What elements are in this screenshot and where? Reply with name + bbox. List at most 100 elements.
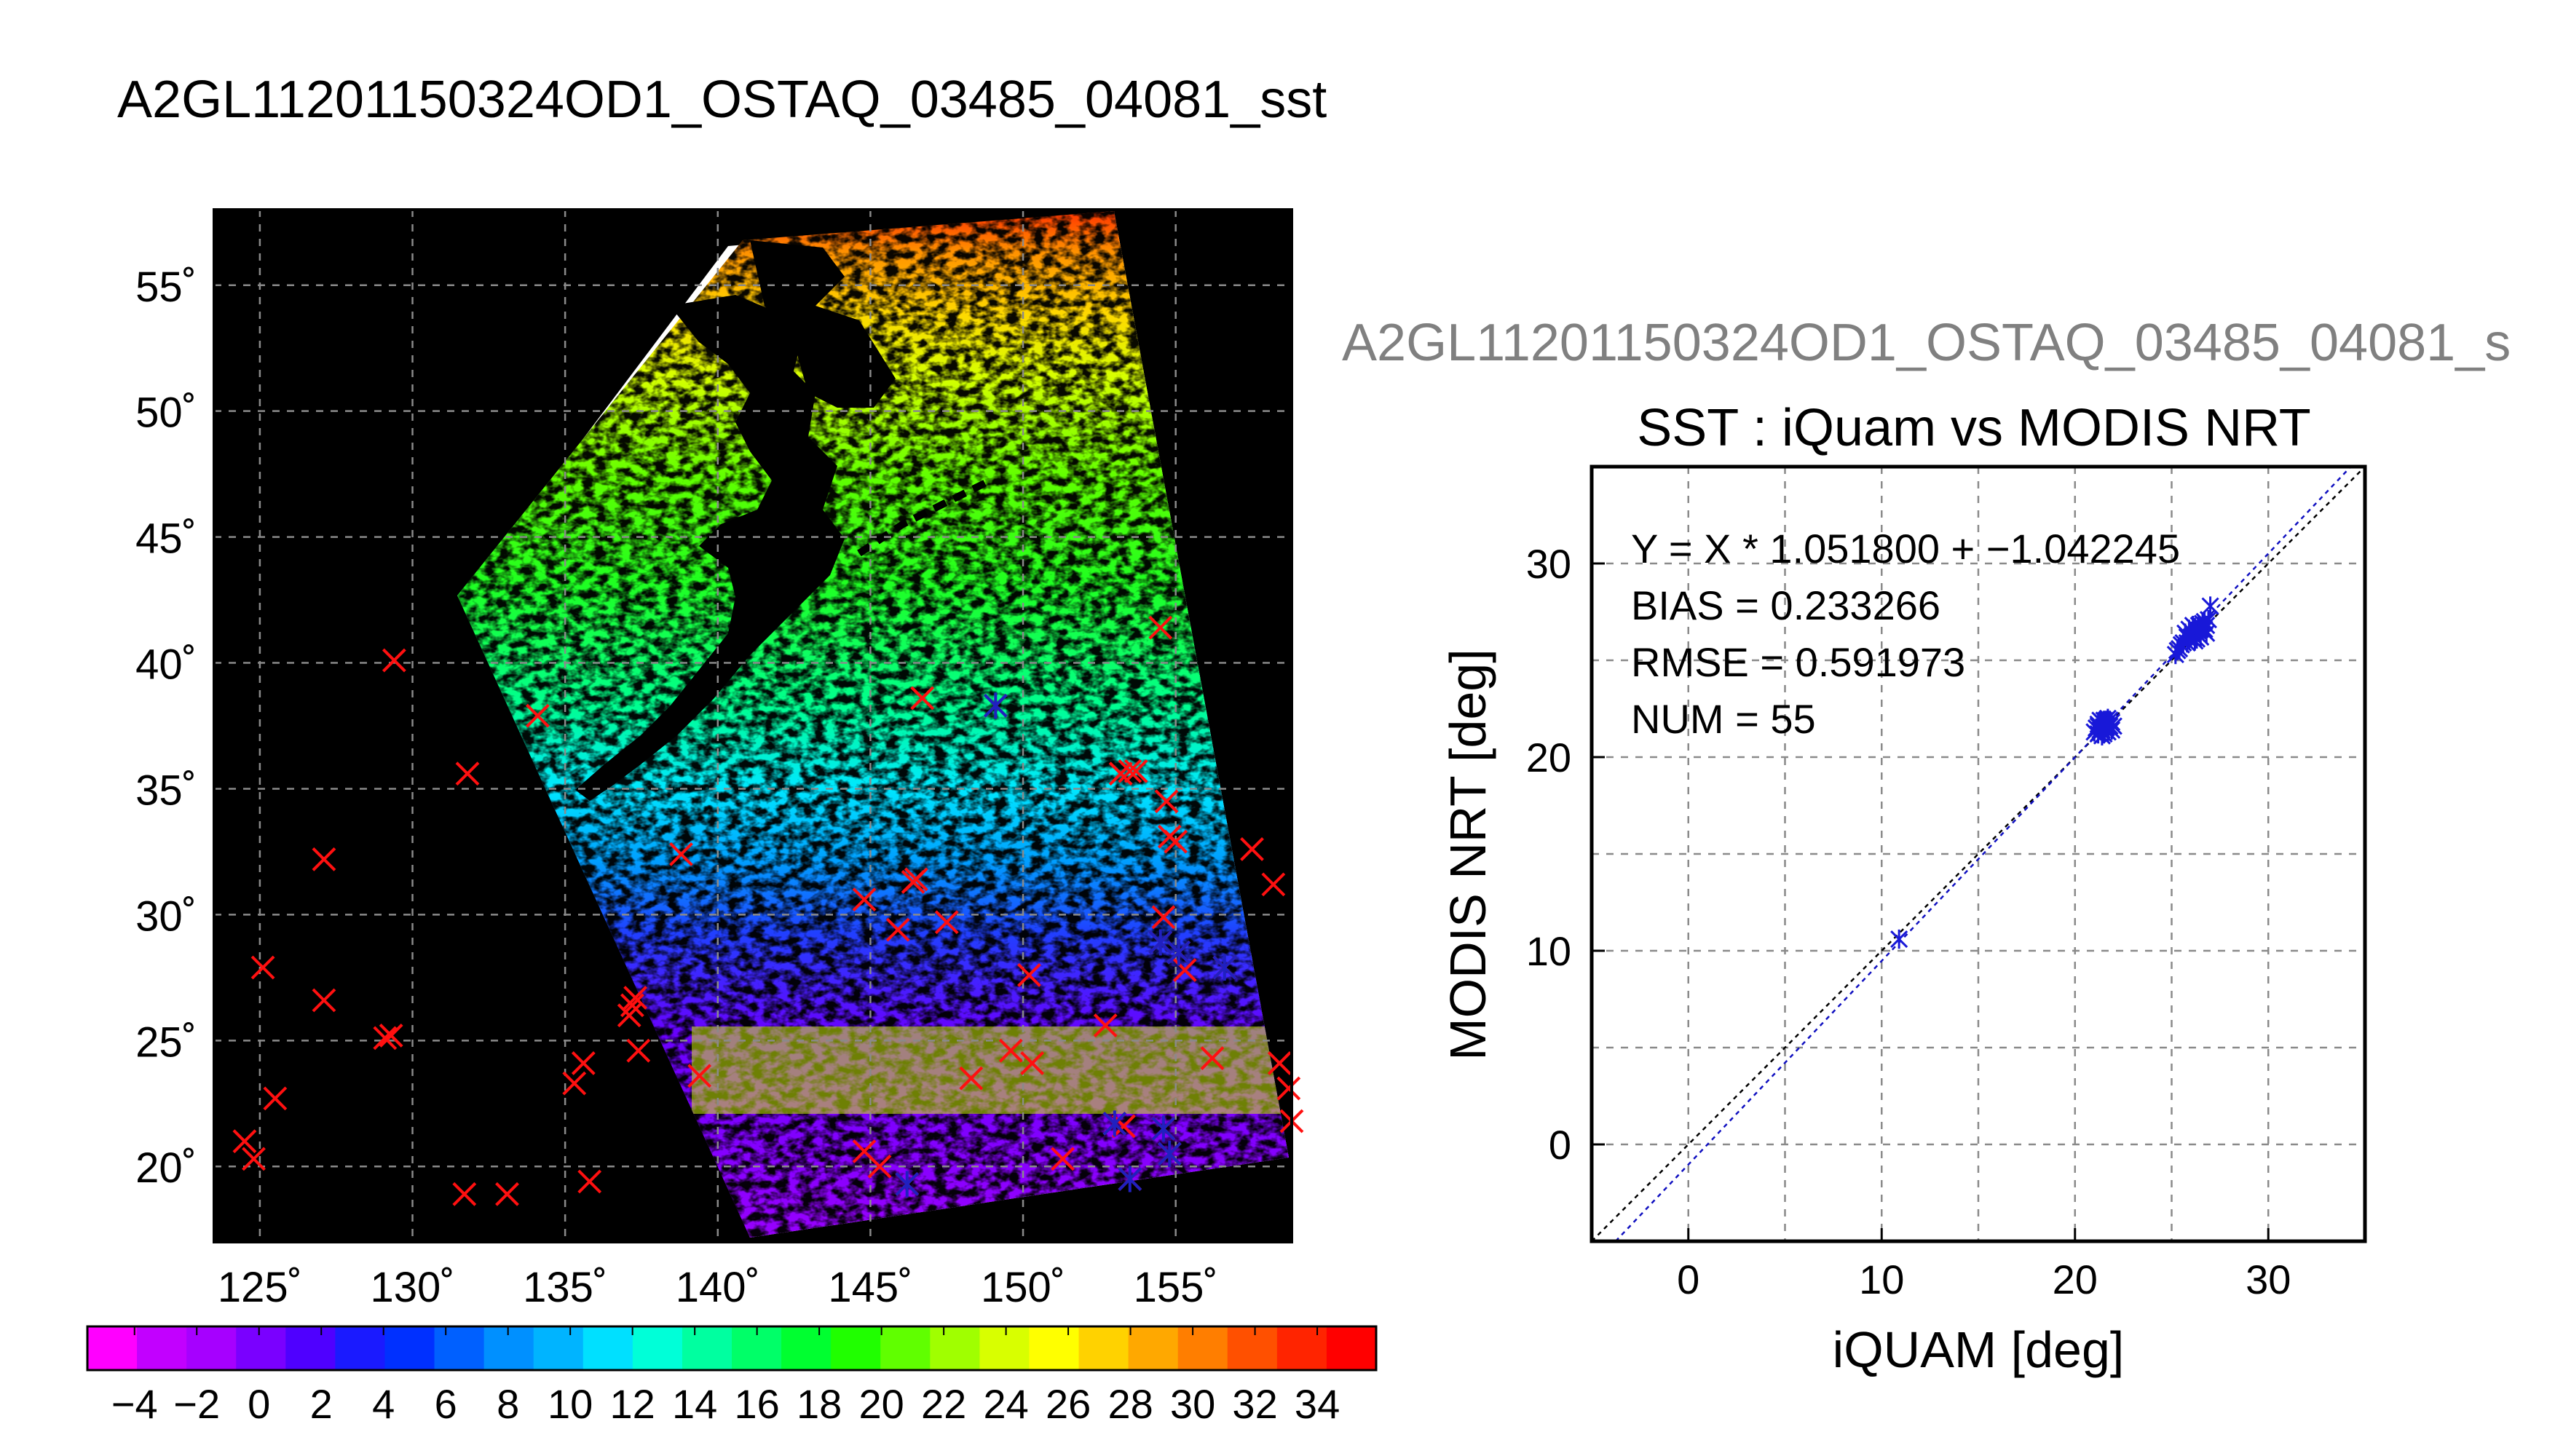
colorbar-tick-label: 6 xyxy=(435,1381,457,1427)
station-marker-red xyxy=(263,1086,288,1111)
station-marker-red xyxy=(1261,872,1286,897)
sakhalin-landmass xyxy=(750,240,896,408)
station-markers xyxy=(232,615,1304,1206)
scatter-lines xyxy=(1591,466,2366,1242)
latitude-labels: 20˚ 25˚ 30˚ 35˚ 40˚ 45˚ 50˚ 55˚ xyxy=(135,264,197,1192)
colorbar-segment xyxy=(1029,1326,1080,1370)
x-tick-label: 20 xyxy=(2053,1257,2098,1302)
station-marker-red xyxy=(904,867,928,892)
station-marker-red xyxy=(242,1147,266,1171)
colorbar-tick-label: 12 xyxy=(610,1381,655,1427)
scatter-annotation: BIAS = 0.233266 xyxy=(1631,582,1940,628)
scatter-point xyxy=(2187,629,2206,649)
station-marker-red xyxy=(250,955,275,980)
colorbar-tick-label: 14 xyxy=(672,1381,717,1427)
scatter-xlabel: iQUAM [deg] xyxy=(1833,1321,2125,1378)
scatter-plot: SST : iQuam vs MODIS NRT 0 10 20 300102030 … xyxy=(1440,399,2367,1378)
station-marker-red xyxy=(885,917,910,942)
station-marker-red xyxy=(526,703,550,728)
station-marker-red xyxy=(998,1038,1023,1063)
colorbar-tick-label: 8 xyxy=(497,1381,519,1427)
station-marker-red xyxy=(959,1066,984,1091)
station-marker-red xyxy=(687,1064,712,1088)
colorbar-segment xyxy=(285,1326,336,1370)
lon-tick-label: 145˚ xyxy=(828,1264,912,1311)
colorbar-segment xyxy=(236,1326,286,1370)
lon-tick-label: 135˚ xyxy=(523,1264,607,1311)
colorbar-tick-label: 24 xyxy=(983,1381,1028,1427)
colorbar-segment xyxy=(483,1326,534,1370)
fit-line xyxy=(1614,466,2352,1242)
colorbar-segment xyxy=(137,1326,187,1370)
lon-tick-label: 150˚ xyxy=(981,1264,1065,1311)
station-marker-red xyxy=(867,1154,892,1179)
station-marker-red xyxy=(373,1026,398,1051)
y-tick-label: 10 xyxy=(1526,928,1571,974)
station-marker-red xyxy=(1148,615,1173,640)
lat-tick-label: 30˚ xyxy=(135,893,197,940)
lat-tick-label: 40˚ xyxy=(135,641,197,689)
identity-line xyxy=(1591,466,2366,1242)
station-marker-red xyxy=(1276,1076,1301,1101)
station-marker-red xyxy=(1267,1051,1292,1075)
colorbar-segment xyxy=(1177,1326,1228,1370)
colorbar-segment xyxy=(434,1326,485,1370)
station-marker-red xyxy=(910,686,935,711)
japan-landmass xyxy=(575,295,845,801)
longitude-labels: 125˚ 130˚ 135˚ 140˚ 145˚ 150˚ 155˚ xyxy=(218,1264,1218,1311)
lat-tick-label: 25˚ xyxy=(135,1018,197,1066)
scatter-ticks: 0 10 20 30 0 10 20 30 xyxy=(1526,541,2291,1302)
colorbar-segment xyxy=(831,1326,881,1370)
lat-tick-label: 45˚ xyxy=(135,515,197,563)
station-marker-red xyxy=(452,1182,477,1206)
lat-tick-label: 35˚ xyxy=(135,767,197,814)
colorbar-segment xyxy=(1128,1326,1179,1370)
colorbar-segment xyxy=(186,1326,237,1370)
sst-map: 20˚25˚30˚35˚40˚45˚50˚55˚ 125˚ 130˚ 135˚ 140… xyxy=(86,208,1378,1427)
colorbar-segment xyxy=(632,1326,683,1370)
scatter-point xyxy=(2184,615,2202,636)
colorbar-tick-label: 4 xyxy=(372,1381,395,1427)
x-tick-label: 30 xyxy=(2246,1257,2291,1302)
page-title: A2GL11201150324OD1_OSTAQ_03485_04081_sst xyxy=(117,71,1327,129)
station-marker-red xyxy=(1124,759,1148,783)
scatter-annotation: NUM = 55 xyxy=(1631,696,1816,742)
lat-tick-label: 50˚ xyxy=(135,389,197,437)
colorbar-segment xyxy=(583,1326,633,1370)
y-tick-label: 30 xyxy=(1526,541,1571,587)
colorbar-tick-label: 18 xyxy=(797,1381,842,1427)
colorbar-tick-label: 34 xyxy=(1295,1381,1340,1427)
station-marker-blue xyxy=(1166,939,1191,966)
station-marker-red xyxy=(495,1182,519,1206)
colorbar-segment xyxy=(1326,1326,1377,1370)
station-marker-red xyxy=(1111,1114,1136,1139)
station-marker-blue xyxy=(1157,1140,1182,1167)
station-marker-red xyxy=(382,648,406,673)
scatter-frame xyxy=(1590,464,2367,1243)
colorbar-frame xyxy=(86,1325,1378,1372)
colorbar-tick-label: 28 xyxy=(1107,1381,1153,1427)
station-marker-red xyxy=(312,847,336,871)
station-marker-red xyxy=(1240,837,1264,861)
colorbar-segment xyxy=(87,1326,138,1370)
station-marker-red xyxy=(852,887,877,912)
station-marker-red xyxy=(623,986,647,1010)
station-marker-red xyxy=(934,910,959,935)
station-marker-red xyxy=(1093,1013,1118,1037)
scatter-ylabel: MODIS NRT [deg] xyxy=(1440,649,1496,1060)
scatter-annotation: RMSE = 0.591973 xyxy=(1631,639,1965,685)
station-marker-red xyxy=(1020,1051,1045,1075)
scatter-grid xyxy=(1592,467,2365,1241)
station-marker-red xyxy=(1017,962,1041,987)
colorbar-tick-label: 0 xyxy=(248,1381,270,1427)
station-marker-red xyxy=(1118,759,1142,783)
station-marker-red xyxy=(232,1129,257,1154)
lon-tick-label: 155˚ xyxy=(1134,1264,1218,1311)
scatter-supertitle: A2GL11201150324OD1_OSTAQ_03485_04081_s xyxy=(1342,314,2511,372)
station-marker-red xyxy=(626,1038,651,1063)
lat-tick-label: 20˚ xyxy=(135,1144,197,1192)
colorbar xyxy=(86,1325,1378,1372)
station-marker-red xyxy=(379,1023,403,1048)
y-tick-label: 20 xyxy=(1526,735,1571,780)
colorbar-labels: −4 −2 0 2 4 6 8 10 12 14 16 18 20 22 24 26 28 30 32 34 xyxy=(111,1326,1340,1427)
